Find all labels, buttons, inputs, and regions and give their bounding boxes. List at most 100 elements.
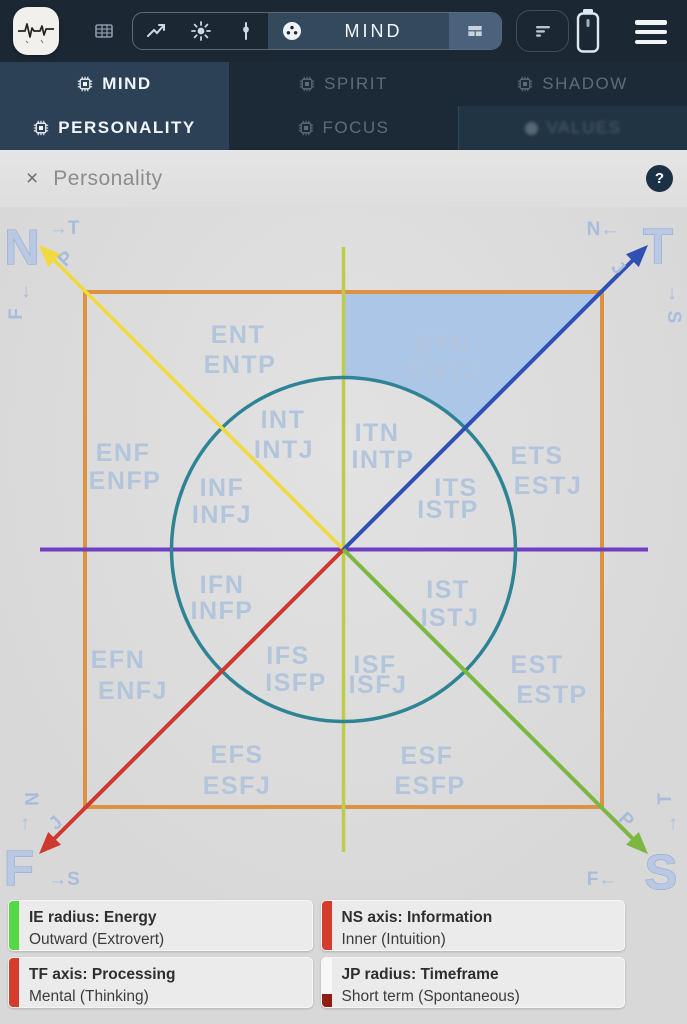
tab-label: PERSONALITY: [58, 118, 196, 137]
type-entj: ENTJ: [408, 357, 478, 385]
type-enfj: ENFJ: [98, 677, 168, 705]
window-icon: [468, 26, 482, 36]
anno-tl-arrow: ↓: [21, 281, 31, 302]
tab-label: SPIRIT: [324, 74, 388, 93]
anno-tr-arrow: ↓: [667, 283, 677, 304]
anno-br-axis: F←: [587, 869, 618, 890]
mask-icon: [283, 22, 301, 40]
tab-values[interactable]: VALUES: [458, 106, 687, 150]
window-segment[interactable]: [449, 13, 501, 49]
type-int: INT: [261, 406, 306, 434]
legend-item-tf: TF axis: Processing Mental (Thinking): [8, 957, 313, 1008]
panel-header: × Personality ?: [0, 150, 687, 207]
mode-active-segment[interactable]: MIND: [268, 13, 449, 49]
s-arrowhead: [626, 832, 648, 854]
tab-label: FOCUS: [322, 118, 390, 137]
type-its: ITS: [434, 474, 477, 502]
legend-bar-tf: [9, 958, 19, 1007]
type-isfp: ISFP: [265, 669, 327, 697]
t-arrowhead: [626, 245, 648, 267]
type-inf: INF: [200, 474, 245, 502]
type-ist: IST: [426, 576, 469, 604]
menu-icon: [635, 20, 667, 25]
legend-value: Mental (Thinking): [29, 988, 149, 1005]
type-est: EST: [510, 651, 563, 679]
legend-title: IE radius: Energy: [29, 909, 157, 926]
personality-compass-diagram[interactable]: N T F S →T P ↓ F N← J ↓ S N ↑ J →S T ↑ P…: [0, 207, 687, 901]
anno-tr-edge: S: [663, 311, 684, 324]
type-esfp: ESFP: [394, 772, 465, 800]
tab-spirit[interactable]: SPIRIT: [229, 62, 458, 106]
type-intj: INTJ: [254, 436, 314, 464]
legend-title: TF axis: Processing: [29, 966, 176, 983]
n-diagonal-yellow: [50, 256, 345, 551]
type-esf: ESF: [400, 742, 453, 770]
tab-shadow[interactable]: SHADOW: [458, 62, 687, 106]
f-diagonal-red: [50, 548, 345, 843]
topbar: MIND: [0, 0, 687, 62]
brightness-icon[interactable]: [178, 13, 223, 49]
legend-value: Outward (Extrovert): [29, 931, 165, 948]
corner-f: F: [4, 842, 34, 896]
legend-value: Inner (Intuition): [341, 931, 446, 948]
mode-switcher: MIND: [132, 12, 502, 50]
corner-n: N: [4, 221, 39, 275]
anno-tr-axis: N←: [587, 219, 620, 240]
n-arrowhead: [39, 245, 61, 267]
type-isfj: ISFJ: [349, 671, 408, 699]
sort-button[interactable]: [516, 10, 569, 52]
tab-personality[interactable]: PERSONALITY: [0, 106, 229, 150]
app-logo[interactable]: [13, 7, 59, 55]
corner-s: S: [645, 846, 678, 897]
trending-up-icon[interactable]: [133, 13, 178, 49]
chip-icon: [78, 76, 93, 92]
s-diagonal-green: [342, 548, 637, 843]
ie-circle: [169, 375, 518, 724]
battery-icon: [576, 9, 600, 53]
type-istj: ISTJ: [421, 604, 480, 632]
corner-t: T: [643, 220, 673, 274]
anno-tl-edge: F: [6, 308, 27, 320]
legend: IE radius: Energy Outward (Extrovert) NS…: [8, 900, 625, 1008]
sort-icon: [535, 26, 550, 37]
legend-bar-jp: [321, 958, 332, 1007]
anno-bl-edge: N: [20, 792, 41, 806]
menu-button[interactable]: [635, 20, 667, 44]
type-etn: ETN: [416, 331, 471, 359]
type-estp: ESTP: [516, 681, 587, 709]
highlighted-region-etn-entj[interactable]: [343, 292, 603, 429]
chip-icon: [298, 120, 313, 136]
close-icon[interactable]: ×: [26, 167, 39, 190]
legend-bar-ie: [9, 901, 19, 950]
type-esfj: ESFJ: [203, 772, 272, 800]
type-enfp: ENFP: [89, 467, 162, 495]
slider-icon[interactable]: [223, 13, 268, 49]
t-diagonal-blue: [342, 256, 637, 551]
tab-mind[interactable]: MIND: [0, 62, 229, 106]
tab-label: MIND: [102, 74, 152, 93]
tab-focus[interactable]: FOCUS: [229, 106, 458, 150]
legend-bar-ns: [321, 901, 332, 950]
anno-br-edge: T: [655, 793, 676, 805]
legend-title: JP radius: Timeframe: [341, 966, 499, 983]
type-entp: ENTP: [204, 351, 277, 379]
anno-tl-letter: P: [54, 247, 78, 271]
type-istp: ISTP: [417, 496, 479, 524]
type-isf: ISF: [353, 651, 396, 679]
help-button[interactable]: ?: [646, 165, 673, 192]
type-ets: ETS: [510, 442, 563, 470]
tab-grid: MIND SPIRIT SHADOW PERSONALITY FOCUS VAL…: [0, 62, 687, 150]
type-enf: ENF: [96, 439, 151, 467]
personality-compass: N T F S →T P ↓ F N← J ↓ S N ↑ J →S T ↑ P…: [0, 207, 687, 901]
legend-item-ns: NS axis: Information Inner (Intuition): [320, 900, 625, 951]
type-infj: INFJ: [192, 501, 252, 529]
chip-icon: [299, 76, 315, 92]
type-efn: EFN: [91, 646, 146, 674]
f-arrowhead: [39, 832, 61, 854]
chip-icon: [34, 120, 49, 136]
anno-bl-axis: →S: [48, 869, 80, 890]
anno-br-letter: P: [614, 808, 638, 832]
data-table-icon[interactable]: [95, 23, 113, 39]
panel-title: Personality: [53, 166, 163, 190]
type-infp: INFP: [191, 597, 254, 625]
